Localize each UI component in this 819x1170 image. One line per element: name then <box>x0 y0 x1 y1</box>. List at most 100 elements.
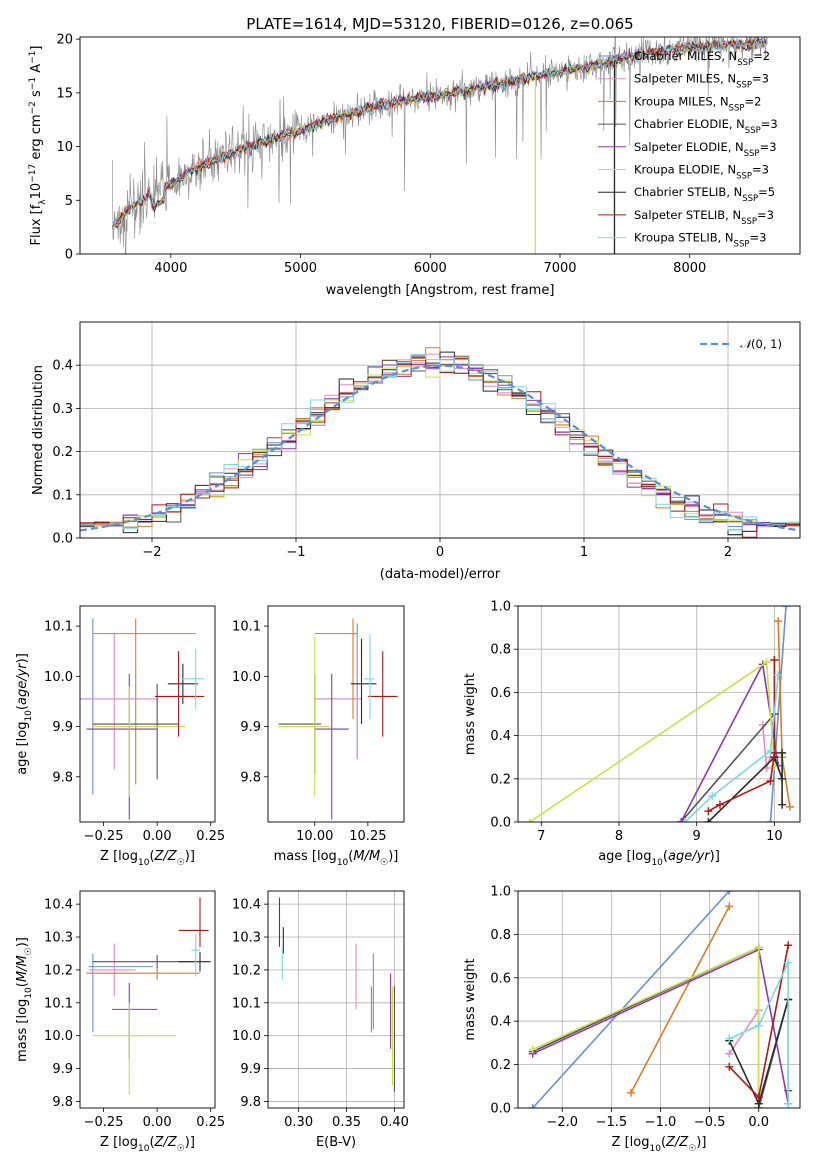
mass-vs-EBV-axes: 0.30 0.35 0.40 9.8 9.9 10.0 10.1 10.2 10.3 10.4 <box>232 891 409 1130</box>
mass-weight-vs-age-ytick-label: 0.6 <box>490 686 511 701</box>
mass-weight-vs-age-ytick-label: 0.8 <box>490 643 511 658</box>
residuals-reference-curve <box>80 364 800 532</box>
age-vs-mass-ytick-label: 10.1 <box>232 620 261 635</box>
mass-weight-vs-Z-series-line <box>728 962 789 1104</box>
spectrum-ytick-label: 20 <box>56 33 73 48</box>
spectrum-model-line <box>111 37 767 230</box>
mass-weight-vs-age-ytick-label: 0.0 <box>490 816 511 831</box>
mass-weight-vs-Z-marker <box>784 958 793 967</box>
spectrum-ylabel: Flux [fλ10−17 erg cm−2 s−1 A−1] <box>28 46 48 246</box>
residuals-ytick-label: 0.2 <box>52 445 73 460</box>
mass-vs-EBV-ytick-label: 10.4 <box>232 898 261 913</box>
mass-vs-Z-errorbar <box>112 983 158 1059</box>
mass-vs-Z-errorbar <box>191 933 200 977</box>
mass-weight-vs-Z-xlabel: Z [log10(Z/Z☉)] <box>612 1135 707 1154</box>
mass-weight-vs-age-ytick-label: 0.2 <box>490 772 511 787</box>
age-vs-Z-ytick-label: 9.9 <box>52 720 73 735</box>
spectrum-xtick-label: 7000 <box>543 261 576 276</box>
mass-weight-vs-age-marker <box>774 671 783 680</box>
mass-vs-Z-ytick-label: 10.4 <box>44 898 73 913</box>
age-vs-Z-xlabel: Z [log10(Z/Z☉)] <box>100 849 195 868</box>
mass-vs-EBV-ytick-label: 10.1 <box>232 996 261 1011</box>
mass-vs-Z-errorbar <box>88 943 136 997</box>
age-vs-mass-errorbar <box>278 636 330 797</box>
mass-vs-Z-ytick-label: 10.2 <box>44 963 73 978</box>
mass-vs-Z-xtick-label: 0.00 <box>143 1115 172 1130</box>
mass-vs-Z-ytick-label: 10.3 <box>44 931 73 946</box>
mass-weight-vs-age-series-line <box>529 660 776 822</box>
mass-vs-Z-ytick-label: 9.9 <box>52 1062 73 1077</box>
mass-vs-Z-plot <box>86 897 211 1095</box>
mass-weight-vs-age-marker <box>681 818 690 822</box>
age-vs-mass-xlabel: mass [log10(M/M☉)] <box>274 849 399 868</box>
mass-vs-EBV-plot <box>278 897 395 1092</box>
mass-weight-vs-age-marker <box>766 776 775 785</box>
residuals-xtick-label: 1 <box>580 545 588 560</box>
mass-weight-vs-age-marker <box>782 606 791 610</box>
mass-vs-Z-ytick-label: 10.0 <box>44 1029 73 1044</box>
mass-weight-vs-Z-xtick-label: −0.5 <box>694 1115 726 1130</box>
age-vs-Z-xtick-label: −0.25 <box>84 829 124 844</box>
mass-weight-vs-age-ytick-label: 1.0 <box>490 600 511 615</box>
mass-weight-vs-age-marker <box>715 800 724 809</box>
age-vs-mass-errorbar <box>367 651 398 737</box>
mass-weight-vs-age-marker <box>762 658 771 667</box>
mass-weight-vs-Z-series-line <box>630 905 731 1094</box>
spectrum-ytick-label: 0 <box>65 248 73 263</box>
age-vs-Z-ylabel: age [log10(age/yr)] <box>15 653 34 775</box>
mass-vs-Z-errorbar <box>178 897 209 947</box>
age-vs-Z-xtick-label: 0.00 <box>143 829 172 844</box>
mass-weight-vs-age-xtick-label: 7 <box>537 829 545 844</box>
residuals-plot <box>80 347 800 538</box>
mass-weight-vs-Z-xtick-label: −2.0 <box>546 1115 578 1130</box>
spectrum-legend-label: Chabrier MILES, NSSP=2 <box>634 49 770 68</box>
age-vs-Z-plot <box>80 618 205 820</box>
mass-weight-vs-age-marker <box>766 746 775 755</box>
mass-weight-vs-age-ytick-label: 0.4 <box>490 729 511 744</box>
mass-weight-vs-Z-marker <box>754 943 763 952</box>
mass-weight-vs-Z-marker <box>528 1045 537 1054</box>
age-vs-mass-axes: 10.00 10.25 9.8 9.9 10.0 10.1 <box>232 620 386 844</box>
mass-weight-vs-Z-series-line <box>532 946 760 1104</box>
mass-vs-EBV-ytick-label: 10.2 <box>232 963 261 978</box>
age-vs-mass-plot <box>278 618 398 820</box>
spectrum-xtick-label: 8000 <box>673 261 706 276</box>
residuals-xtick-label: −1 <box>286 545 305 560</box>
residuals-ylabel: Normed distribution <box>31 365 46 495</box>
spectrum-legend-label: Kroupa MILES, NSSP=2 <box>634 94 761 113</box>
mass-weight-vs-age-marker <box>708 792 717 801</box>
residuals-xtick-label: −2 <box>142 545 161 560</box>
mass-vs-Z-xtick-label: 0.25 <box>196 1115 225 1130</box>
mass-weight-vs-age-marker <box>770 656 779 664</box>
mass-weight-vs-Z-marker <box>754 1093 763 1102</box>
residuals-axes: −2 −1 0 1 2 0.0 0.1 0.2 0.3 0.4 <box>52 322 800 560</box>
mass-vs-EBV-ytick-label: 9.9 <box>240 1062 261 1077</box>
mass-weight-vs-age-marker <box>525 818 534 822</box>
age-vs-Z-xtick-label: 0.25 <box>196 829 225 844</box>
mass-weight-vs-Z-ytick-label: 0.2 <box>490 1058 511 1073</box>
age-vs-mass-errorbar <box>314 623 362 760</box>
mass-weight-vs-Z-marker <box>784 941 793 950</box>
mass-weight-vs-Z-marker <box>528 1104 537 1108</box>
mass-weight-vs-age-series-line <box>684 675 779 822</box>
mass-weight-vs-Z-marker <box>626 1088 635 1097</box>
mass-vs-EBV-ytick-label: 9.8 <box>240 1095 261 1110</box>
spectrum-model-line <box>111 38 767 230</box>
mass-weight-vs-Z-marker <box>725 1062 734 1071</box>
age-vs-Z-errorbar <box>92 618 196 785</box>
mass-weight-vs-age-marker <box>704 807 713 816</box>
mass-weight-vs-age-marker <box>778 748 787 757</box>
age-vs-Z-errorbar <box>92 683 179 780</box>
residuals-ytick-label: 0.0 <box>52 532 73 547</box>
spectrum-legend: Chabrier MILES, NSSP=2 Salpeter MILES, NS… <box>598 49 778 250</box>
age-vs-mass-xtick-label: 10.00 <box>296 829 333 844</box>
spectrum-axes: 4000 5000 6000 7000 8000 0 5 10 15 20 <box>56 33 706 276</box>
spectrum-model-line <box>112 38 767 231</box>
mass-vs-EBV-frame <box>267 890 405 1109</box>
residuals-xtick-label: 0 <box>436 545 444 560</box>
spectrum-legend-label: Kroupa ELODIE, NSSP=3 <box>634 163 769 182</box>
spectrum-ytick-label: 10 <box>56 140 73 155</box>
mass-weight-vs-Z-marker <box>754 1021 763 1030</box>
mass-vs-Z-ytick-label: 9.8 <box>52 1095 73 1110</box>
